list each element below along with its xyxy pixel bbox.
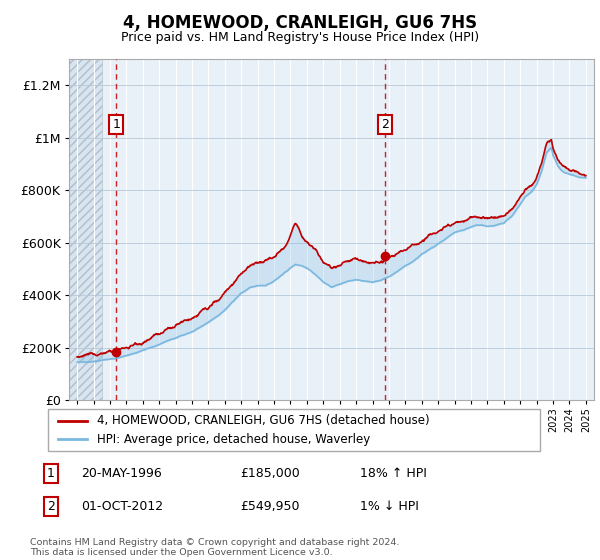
Text: 01-OCT-2012: 01-OCT-2012: [81, 500, 163, 514]
Text: 4, HOMEWOOD, CRANLEIGH, GU6 7HS (detached house): 4, HOMEWOOD, CRANLEIGH, GU6 7HS (detache…: [97, 414, 430, 427]
Text: 4, HOMEWOOD, CRANLEIGH, GU6 7HS: 4, HOMEWOOD, CRANLEIGH, GU6 7HS: [123, 14, 477, 32]
Text: 1% ↓ HPI: 1% ↓ HPI: [360, 500, 419, 514]
Text: 1: 1: [112, 118, 120, 131]
Text: £549,950: £549,950: [240, 500, 299, 514]
Text: 2: 2: [47, 500, 55, 514]
Text: Price paid vs. HM Land Registry's House Price Index (HPI): Price paid vs. HM Land Registry's House …: [121, 31, 479, 44]
Text: 20-MAY-1996: 20-MAY-1996: [81, 466, 162, 480]
Text: £185,000: £185,000: [240, 466, 300, 480]
Text: 1: 1: [47, 466, 55, 480]
FancyBboxPatch shape: [48, 409, 540, 451]
Bar: [69, 59, 102, 400]
Text: HPI: Average price, detached house, Waverley: HPI: Average price, detached house, Wave…: [97, 432, 370, 446]
Text: 2: 2: [381, 118, 389, 131]
Text: Contains HM Land Registry data © Crown copyright and database right 2024.
This d: Contains HM Land Registry data © Crown c…: [30, 538, 400, 557]
Text: 18% ↑ HPI: 18% ↑ HPI: [360, 466, 427, 480]
